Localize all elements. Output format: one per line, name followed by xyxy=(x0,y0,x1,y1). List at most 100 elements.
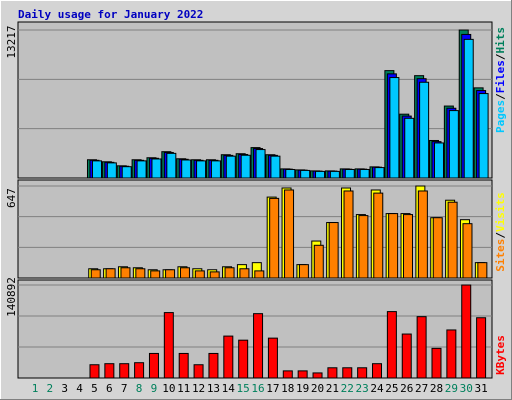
bar xyxy=(462,223,473,279)
bar xyxy=(210,160,221,179)
x-tick-label: 12 xyxy=(192,382,205,395)
x-tick-label: 15 xyxy=(237,382,250,395)
bar xyxy=(401,333,412,379)
bar xyxy=(372,363,383,379)
bar xyxy=(388,213,399,279)
x-tick-label: 24 xyxy=(370,382,384,395)
bar xyxy=(239,268,250,279)
bar xyxy=(208,352,219,379)
bar xyxy=(344,168,355,179)
bar xyxy=(431,347,442,379)
x-tick-label: 14 xyxy=(222,382,236,395)
x-tick-label: 27 xyxy=(415,382,428,395)
x-tick-label: 28 xyxy=(430,382,443,395)
bar xyxy=(240,154,251,179)
bar xyxy=(284,189,295,279)
x-tick-label: 18 xyxy=(281,382,294,395)
bar xyxy=(328,222,339,279)
x-tick-label: 8 xyxy=(136,382,143,395)
x-tick-label: 9 xyxy=(151,382,158,395)
bar xyxy=(89,364,100,379)
bar xyxy=(357,367,368,379)
x-tick-label: 29 xyxy=(445,382,458,395)
chart-title: Daily usage for January 2022 xyxy=(18,8,203,21)
bar xyxy=(209,271,220,279)
bar xyxy=(298,264,309,279)
bar xyxy=(91,160,102,179)
bar xyxy=(181,159,192,179)
x-tick-label: 17 xyxy=(266,382,279,395)
bar xyxy=(269,197,280,279)
bar xyxy=(477,262,488,279)
x-tick-label: 22 xyxy=(341,382,354,395)
x-tick-label: 7 xyxy=(121,382,128,395)
bar xyxy=(313,244,324,279)
bar xyxy=(255,149,266,179)
bar xyxy=(178,352,189,379)
bar xyxy=(136,160,147,179)
bar xyxy=(374,167,385,179)
legend-entry: KBytes xyxy=(494,335,507,375)
x-tick-label: 10 xyxy=(162,382,175,395)
bar xyxy=(285,168,296,179)
x-tick-label: 5 xyxy=(91,382,98,395)
bar xyxy=(282,370,293,379)
bar xyxy=(461,284,472,379)
x-tick-label: 21 xyxy=(326,382,339,395)
bar xyxy=(403,214,413,279)
bar xyxy=(358,215,369,279)
legend-entry: Files xyxy=(494,60,507,93)
x-tick-label: 3 xyxy=(61,382,68,395)
bar xyxy=(223,335,234,379)
x-tick-label: 1 xyxy=(32,382,39,395)
bar xyxy=(373,192,384,279)
bar xyxy=(386,311,397,379)
bar xyxy=(329,170,340,179)
x-tick-label: 26 xyxy=(400,382,413,395)
bar xyxy=(446,329,457,379)
bar xyxy=(238,339,249,379)
bar xyxy=(478,93,489,179)
legend-separator: / xyxy=(494,53,507,60)
x-tick-label: 19 xyxy=(296,382,309,395)
y-tick-label: 13217 xyxy=(5,25,18,58)
bar xyxy=(448,110,459,179)
legend-entry: Pages xyxy=(494,100,507,133)
bar xyxy=(417,190,428,279)
x-tick-label: 4 xyxy=(76,382,83,395)
legend-entry: Sites xyxy=(494,239,507,272)
x-tick-label: 2 xyxy=(47,382,54,395)
legend: Sites/Visits xyxy=(494,192,507,272)
bar xyxy=(419,81,430,179)
bar xyxy=(121,166,132,179)
bar xyxy=(433,142,444,179)
bar xyxy=(105,268,116,279)
x-tick-label: 30 xyxy=(460,382,473,395)
y-tick-label: 647 xyxy=(5,188,18,208)
x-tick-label: 6 xyxy=(106,382,113,395)
legend: Pages/Files/Hits xyxy=(494,27,507,133)
bar xyxy=(404,117,415,179)
bar xyxy=(104,363,115,379)
legend-separator: / xyxy=(494,93,507,100)
bar xyxy=(476,317,487,379)
bar xyxy=(163,312,174,379)
bar xyxy=(312,372,323,379)
bar xyxy=(135,268,146,279)
bar xyxy=(224,267,235,279)
bar xyxy=(166,152,177,179)
bar xyxy=(389,77,400,179)
bar xyxy=(270,155,281,179)
x-tick-label: 25 xyxy=(385,382,398,395)
bar xyxy=(106,162,117,179)
x-tick-label: 23 xyxy=(356,382,369,395)
y-tick-label: 140892 xyxy=(5,277,18,317)
bar xyxy=(253,313,264,379)
bar xyxy=(196,160,207,179)
bar xyxy=(120,267,131,279)
x-tick-label: 11 xyxy=(177,382,190,395)
x-tick-label: 13 xyxy=(207,382,220,395)
bar xyxy=(359,168,370,179)
bar xyxy=(416,316,427,379)
